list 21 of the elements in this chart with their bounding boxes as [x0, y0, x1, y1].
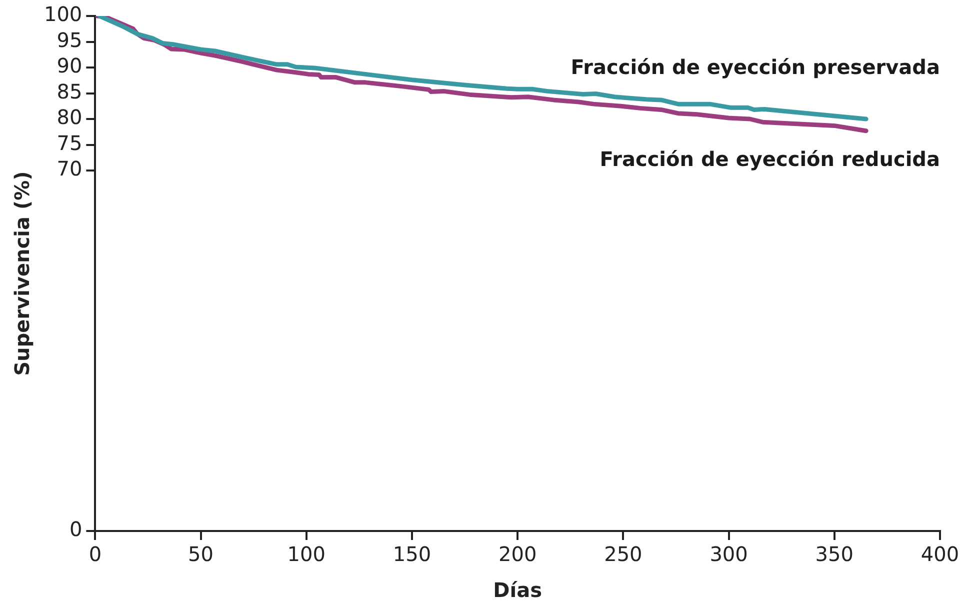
y-tick-label: 85 [56, 79, 82, 104]
y-tick-label: 0 [69, 517, 82, 542]
x-tick-label: 250 [604, 542, 642, 566]
y-tick-label: 80 [56, 105, 82, 130]
x-tick-label: 50 [188, 542, 214, 566]
x-tick-label: 200 [498, 542, 537, 566]
x-tick-label: 400 [920, 542, 960, 566]
x-tick-label: 300 [710, 542, 748, 566]
y-tick-label: 75 [56, 130, 82, 155]
series-label: Fracción de eyección preservada [570, 55, 940, 80]
y-axis-title: Supervivencia (%) [10, 171, 34, 376]
x-tick-label: 100 [287, 542, 326, 566]
y-tick-label: 90 [56, 54, 82, 78]
x-tick-label: 150 [392, 542, 432, 566]
y-tick-label: 100 [44, 2, 82, 26]
y-tick-label: 70 [56, 156, 82, 181]
x-axis-title: Días [493, 578, 542, 602]
series-label: Fracción de eyección reducida [600, 147, 940, 172]
x-tick-label: 0 [88, 542, 102, 566]
x-tick-label: 350 [815, 542, 854, 566]
y-tick-label: 95 [56, 28, 82, 52]
